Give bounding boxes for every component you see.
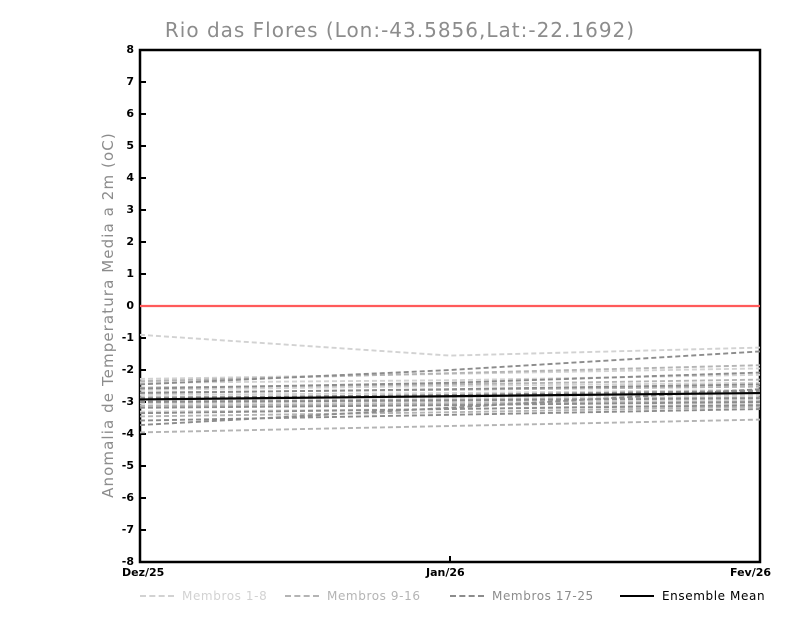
ensemble-member-line xyxy=(140,394,760,400)
y-axis-tick-label: -2 xyxy=(121,363,134,376)
legend-item: Membros 9-16 xyxy=(285,586,421,606)
ensemble-member-line xyxy=(140,364,760,383)
y-axis-tick-label: -5 xyxy=(121,459,134,472)
ensemble-member-line xyxy=(140,381,760,391)
chart-title: Rio das Flores (Lon:-43.5856,Lat:-22.169… xyxy=(164,18,636,42)
series-group xyxy=(140,304,760,434)
ensemble-member-line xyxy=(140,408,760,422)
y-axis-tick-label: 3 xyxy=(126,203,134,216)
ensemble-member-line xyxy=(140,398,760,405)
x-axis-tick-label: Fev/26 xyxy=(730,566,772,579)
legend-swatch xyxy=(620,595,654,597)
ensemble-member-line xyxy=(140,389,760,400)
ensemble-member-line xyxy=(140,405,760,418)
ensemble-member-line xyxy=(140,385,760,394)
legend-label: Membros 9-16 xyxy=(327,589,421,603)
y-axis-tick-label: -3 xyxy=(121,395,134,408)
x-axis-tick-label: Dez/25 xyxy=(122,566,165,579)
ensemble-member-line xyxy=(140,367,760,380)
ensemble-member-line xyxy=(140,371,760,390)
ensemble-member-line xyxy=(140,401,760,409)
legend-label: Membros 17-25 xyxy=(492,589,594,603)
ensemble-member-line xyxy=(140,388,760,396)
legend-item: Membros 17-25 xyxy=(450,586,594,606)
y-axis-tick-label: 7 xyxy=(126,75,134,88)
y-axis-tick-label: 1 xyxy=(126,267,134,280)
y-axis-tick-label: -1 xyxy=(121,331,134,344)
ensemble-member-line xyxy=(140,378,760,389)
legend-swatch xyxy=(450,595,484,597)
legend-label: Membros 1-8 xyxy=(182,589,268,603)
ensemble-member-line xyxy=(140,383,760,394)
y-axis-tick-label: -7 xyxy=(121,523,134,536)
legend-item: Membros 1-8 xyxy=(140,586,267,606)
ensemble-member-line xyxy=(140,400,760,407)
ensemble-member-line xyxy=(140,396,760,403)
ensemble-member-line xyxy=(140,402,760,413)
ensemble-member-line xyxy=(140,404,760,415)
y-axis-tick-label: 0 xyxy=(126,299,134,312)
y-axis-tick-label: 6 xyxy=(126,107,134,120)
y-axis-tick-label: 2 xyxy=(126,235,134,248)
legend-item: Ensemble Mean xyxy=(620,586,765,606)
y-axis-tick-label: 4 xyxy=(126,171,134,184)
legend-swatch xyxy=(140,595,174,597)
x-axis-tick-label: Jan/26 xyxy=(426,566,465,579)
ensemble-mean-line xyxy=(140,391,760,401)
y-axis-tick-label: 8 xyxy=(126,43,134,56)
legend-label: Ensemble Mean xyxy=(662,589,766,603)
ensemble-member-line xyxy=(140,397,760,403)
ensemble-member-line xyxy=(140,418,760,434)
y-axis-tick-label: -4 xyxy=(121,427,134,440)
y-axis-tick-label: -8 xyxy=(121,555,134,568)
y-axis-tick-label: -6 xyxy=(121,491,134,504)
chart-legend: Membros 1-8 Membros 9-16 Membros 17-25 Ense… xyxy=(0,586,800,608)
y-axis-tick-label: 5 xyxy=(126,139,134,152)
legend-swatch xyxy=(285,595,319,597)
